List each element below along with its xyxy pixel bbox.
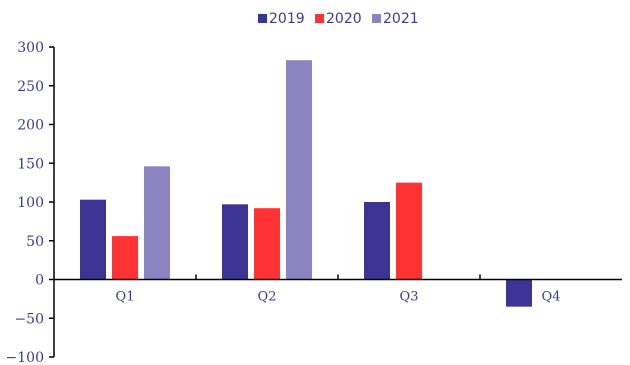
y-tick-label: 300: [17, 40, 44, 56]
y-tick-label: −50: [14, 311, 44, 327]
legend-swatch-2020: [315, 14, 324, 23]
legend-label-2019: 2019: [269, 11, 305, 27]
bar-2020-q3: [396, 182, 422, 280]
x-category-label: Q2: [258, 290, 277, 305]
x-category-label: Q4: [542, 290, 561, 305]
chart-legend: 2019 2020 2021: [258, 11, 419, 27]
bar-2019-q4: [506, 279, 532, 307]
legend-label-2020: 2020: [326, 11, 362, 27]
y-axis: −100 −50 0 50 100 150 200 250 300: [6, 40, 55, 365]
bar-2019-q1: [80, 199, 106, 280]
y-tick-label: 150: [17, 156, 44, 172]
bar-2020-q1: [112, 236, 138, 280]
legend-label-2021: 2021: [383, 11, 419, 27]
y-tick-label: 100: [17, 195, 44, 211]
y-tick-label: 0: [35, 273, 44, 289]
bar-2019-q2: [222, 204, 248, 280]
bar-2021-q1: [144, 166, 170, 280]
legend-swatch-2021: [372, 14, 381, 23]
x-category-label: Q1: [116, 290, 135, 305]
x-axis: Q1 Q2 Q3 Q4: [54, 274, 622, 305]
bar-2020-q2: [254, 208, 280, 280]
y-tick-label: −100: [6, 350, 44, 365]
x-category-label: Q3: [400, 290, 419, 305]
bar-2021-q2: [286, 60, 312, 280]
bars: [80, 60, 532, 307]
y-tick-label: 200: [17, 118, 44, 134]
legend-swatch-2019: [258, 14, 267, 23]
bar-2019-q3: [364, 202, 390, 280]
y-tick-label: 250: [17, 79, 44, 95]
y-tick-label: 50: [26, 234, 44, 250]
